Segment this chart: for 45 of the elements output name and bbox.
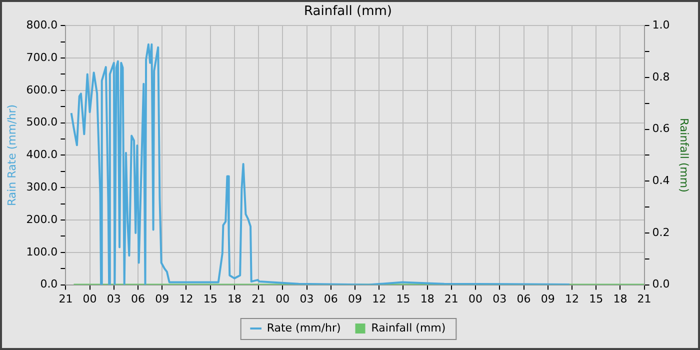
y-tick-label: 0.0: [40, 278, 58, 291]
x-tick-label: 00: [468, 292, 483, 306]
y-tick-label: 500.0: [26, 116, 58, 129]
y2-tick-label: 0.6: [652, 122, 670, 136]
x-tick-label: 18: [227, 292, 242, 306]
x-tick-label: 21: [637, 292, 652, 306]
y-tick-label: 100.0: [26, 245, 58, 258]
chart-title: Rainfall (mm): [304, 4, 392, 20]
x-tick-label: 12: [564, 292, 579, 306]
x-tick-label: 09: [155, 292, 170, 306]
y2-tick-label: 0.2: [652, 226, 670, 239]
y-tick-label: 300.0: [26, 180, 58, 194]
x-tick-label: 03: [492, 292, 507, 306]
y2-axis-title: Rainfall (mm): [678, 118, 691, 192]
x-tick-label: 06: [324, 292, 338, 306]
x-tick-label: 00: [276, 292, 290, 306]
x-tick-label: 21: [252, 292, 266, 306]
legend-label: Rainfall (mm): [371, 321, 446, 334]
x-tick-label: 06: [516, 292, 531, 306]
y-tick-label: 600.0: [26, 83, 58, 96]
y2-tick-label: 1.0: [652, 18, 670, 32]
x-tick-label: 12: [179, 292, 194, 306]
y-tick-label: 800.0: [26, 18, 58, 32]
x-tick-label: 15: [589, 292, 604, 306]
x-tick-label: 21: [444, 292, 458, 306]
x-tick-label: 06: [131, 292, 146, 306]
x-tick-label: 18: [420, 292, 434, 306]
x-tick-label: 21: [58, 292, 73, 306]
x-tick-label: 15: [203, 292, 218, 306]
x-tick-label: 09: [348, 292, 362, 306]
y-tick-label: 700.0: [26, 50, 58, 64]
y-axis-title: Rain Rate (mm/hr): [5, 104, 18, 206]
y2-tick-label: 0.4: [652, 174, 670, 187]
y-tick-label: 200.0: [26, 212, 58, 226]
x-tick-label: 15: [396, 292, 410, 306]
x-tick-label: 12: [372, 292, 386, 306]
legend-label: Rate (mm/hr): [266, 321, 341, 334]
y-tick-label: 400.0: [26, 148, 58, 162]
x-tick-label: 00: [82, 292, 97, 306]
x-tick-label: 09: [540, 292, 555, 306]
x-tick-label: 18: [613, 292, 628, 306]
x-tick-label: 03: [106, 292, 121, 306]
y2-tick-label: 0.8: [652, 70, 670, 84]
x-tick-label: 03: [300, 292, 314, 306]
y2-tick-label: 0.0: [652, 278, 670, 291]
